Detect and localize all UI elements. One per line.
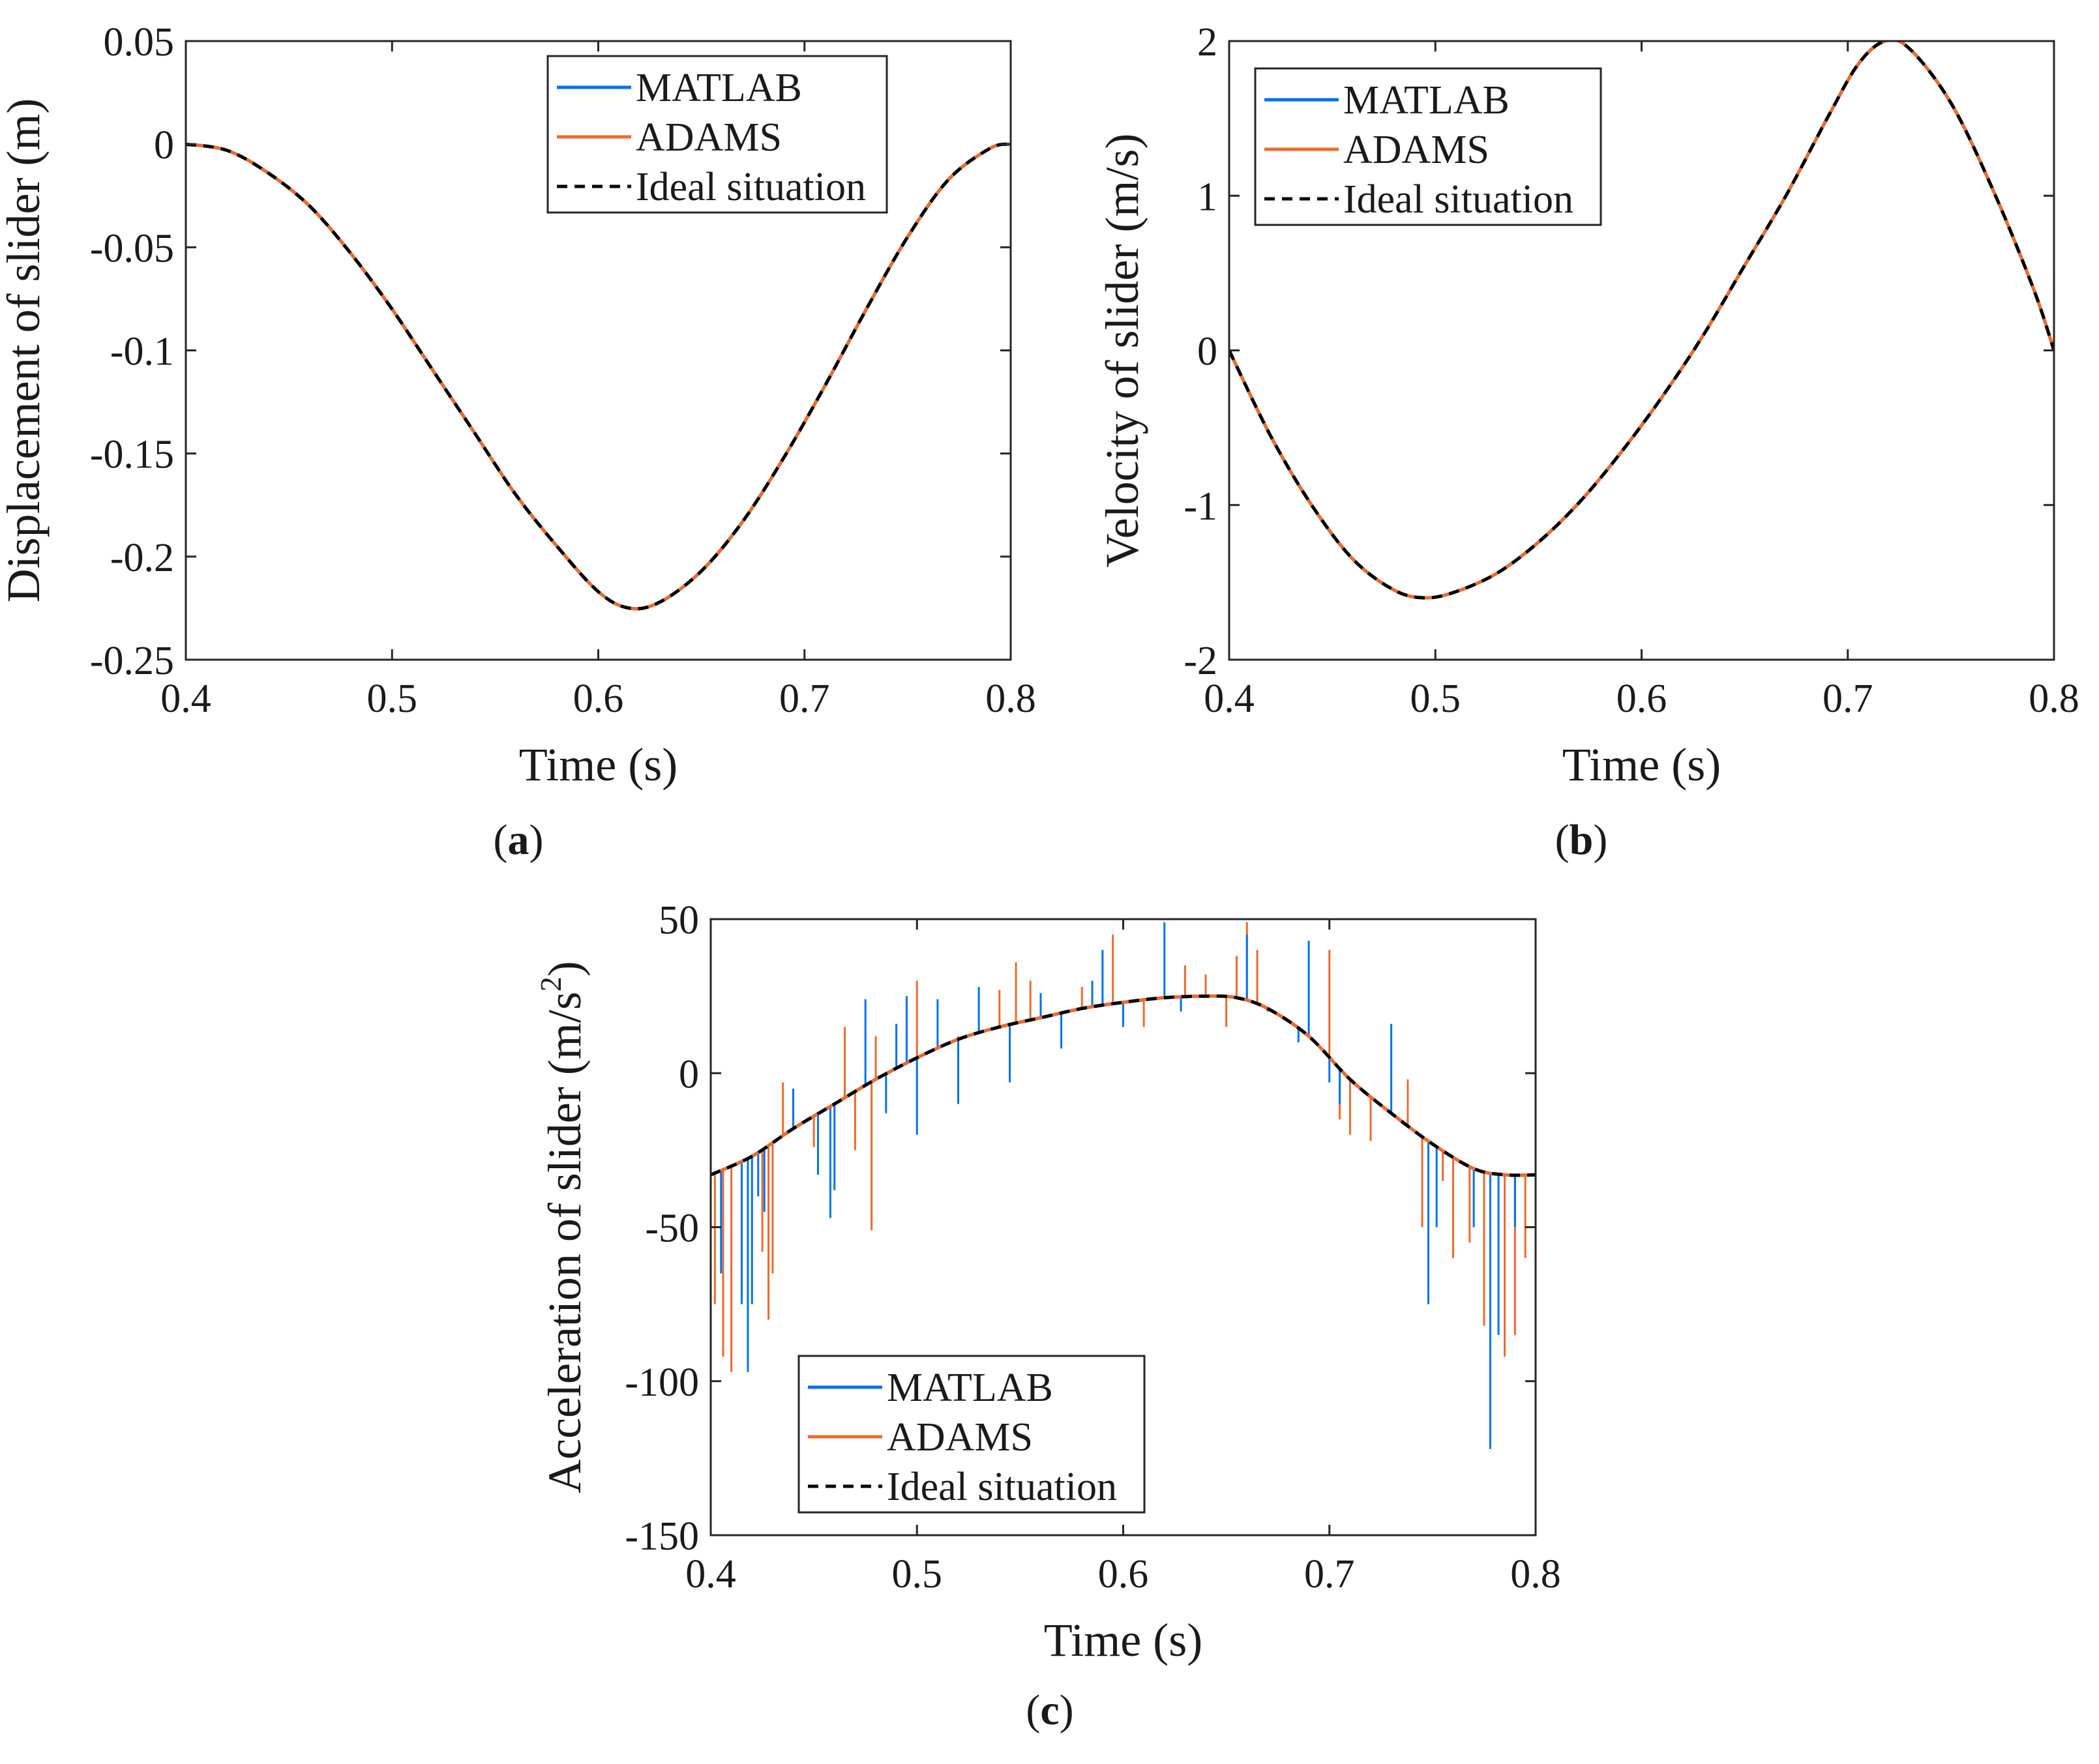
y-tick-label: -150 xyxy=(625,1514,699,1559)
y-tick-label: -0.1 xyxy=(110,330,174,374)
legend-label-adams: ADAMS xyxy=(636,115,782,160)
x-tick-label: 0.7 xyxy=(1823,677,1873,721)
panel-label-close: ) xyxy=(1593,816,1607,864)
plot-area xyxy=(186,142,1011,611)
y-tick-label: 50 xyxy=(659,898,699,943)
y-axis-title-main: Velocity of slider (m/s) xyxy=(1096,134,1148,568)
panel-label: (b) xyxy=(1555,816,1608,864)
y-tick-label: -2 xyxy=(1183,639,1217,683)
x-tick-label: 0.6 xyxy=(573,677,624,721)
y-tick-label: -0.25 xyxy=(90,639,174,683)
x-tick-label: 0.7 xyxy=(779,677,830,721)
y-tick-label: -1 xyxy=(1183,484,1217,529)
x-axis-title: Time (s) xyxy=(1044,1614,1202,1666)
y-tick-label: -100 xyxy=(625,1360,699,1405)
y-axis-title: Displacement of slider (m) xyxy=(0,98,50,603)
legend: MATLAB ADAMS Ideal situation xyxy=(546,55,888,214)
x-tick-label: 0.8 xyxy=(1510,1552,1561,1596)
panel-a: 0.4 0.5 0.6 0.7 0.8 0.05 0 -0.05 -0.1 -0.15 -0.2 -0… xyxy=(0,20,1036,864)
plot-area xyxy=(711,922,1536,1449)
x-axis-title: Time (s) xyxy=(1562,739,1721,791)
x-tick-label: 0.4 xyxy=(685,1552,736,1596)
plot-area xyxy=(1229,41,2054,600)
x-tick-label: 0.4 xyxy=(160,677,211,721)
x-axis-title: Time (s) xyxy=(519,739,677,791)
y-tick-label: 0 xyxy=(1197,330,1217,374)
x-tick-label: 0.5 xyxy=(367,677,418,721)
legend-label-ideal-situation: Ideal situation xyxy=(887,1465,1117,1509)
y-axis-title: Velocity of slider (m/s) xyxy=(1096,134,1148,568)
y-tick-label: -0.2 xyxy=(110,536,174,580)
y-tick-label: 1 xyxy=(1197,175,1217,219)
x-tick-label: 0.4 xyxy=(1204,677,1255,721)
legend-frame xyxy=(797,1355,1146,1514)
legend-label-matlab: MATLAB xyxy=(636,66,802,110)
series-line-ideal-situation xyxy=(1229,41,2054,600)
x-tick-label: 0.6 xyxy=(1098,1552,1149,1596)
y-tick-label: -0.05 xyxy=(90,226,174,271)
panel-label-letter: c xyxy=(1040,1686,1059,1734)
y-tick-label: 0.05 xyxy=(104,20,175,65)
x-tick-label: 0.5 xyxy=(1410,677,1461,721)
panel-label-letter: b xyxy=(1570,816,1594,864)
legend-frame xyxy=(1254,67,1602,226)
y-axis-title-main: Acceleration of slider (m/s xyxy=(539,992,591,1493)
y-axis-title: Acceleration of slider (m/s2) xyxy=(534,961,591,1493)
panel-label-close: ) xyxy=(1060,1686,1074,1734)
panel-c: 0.4 0.5 0.6 0.7 0.8 50 0 -50 -100 -150 Time (s) Acc… xyxy=(534,898,1561,1734)
legend-label-matlab: MATLAB xyxy=(887,1366,1053,1410)
y-tick-label: -0.15 xyxy=(90,433,174,477)
legend-frame xyxy=(546,55,888,214)
panel-label-letter: a xyxy=(508,816,529,864)
y-tick-label: -50 xyxy=(645,1207,699,1251)
legend-label-adams: ADAMS xyxy=(1343,128,1489,172)
y-tick-label: 0 xyxy=(154,123,174,168)
legend-label-matlab: MATLAB xyxy=(1343,78,1510,123)
panel-b: 0.4 0.5 0.6 0.7 0.8 2 1 0 -1 -2 Time (s) Velocity o… xyxy=(1096,20,2079,864)
legend-label-ideal-situation: Ideal situation xyxy=(1343,177,1573,222)
legend: MATLAB ADAMS Ideal situation xyxy=(1254,67,1602,226)
legend-label-ideal-situation: Ideal situation xyxy=(636,165,866,209)
x-tick-label: 0.8 xyxy=(2029,677,2079,721)
y-tick-label: 0 xyxy=(679,1052,699,1096)
series-line-ideal-situation xyxy=(711,994,1536,1177)
legend-label-adams: ADAMS xyxy=(887,1415,1033,1460)
y-axis-title-suffix: ) xyxy=(539,961,591,977)
x-tick-label: 0.8 xyxy=(985,677,1036,721)
panel-label-open: ( xyxy=(1026,1686,1040,1734)
panel-label: (c) xyxy=(1026,1686,1073,1734)
panel-label-close: ) xyxy=(529,816,544,864)
y-tick-label: 2 xyxy=(1197,20,1217,65)
y-axis-title-superscript: 2 xyxy=(534,977,567,992)
series-line-ideal-situation xyxy=(186,142,1011,611)
x-tick-label: 0.6 xyxy=(1616,677,1667,721)
panel-label-open: ( xyxy=(1555,816,1570,864)
y-axis-title-main: Displacement of slider (m) xyxy=(0,98,50,603)
panel-label: (a) xyxy=(494,816,544,864)
panel-label-open: ( xyxy=(494,816,508,864)
legend: MATLAB ADAMS Ideal situation xyxy=(797,1355,1146,1514)
x-tick-label: 0.5 xyxy=(892,1552,943,1596)
x-tick-label: 0.7 xyxy=(1304,1552,1355,1596)
series-matlab-spikes xyxy=(720,922,1516,1449)
series-adams-spikes xyxy=(713,922,1536,1372)
